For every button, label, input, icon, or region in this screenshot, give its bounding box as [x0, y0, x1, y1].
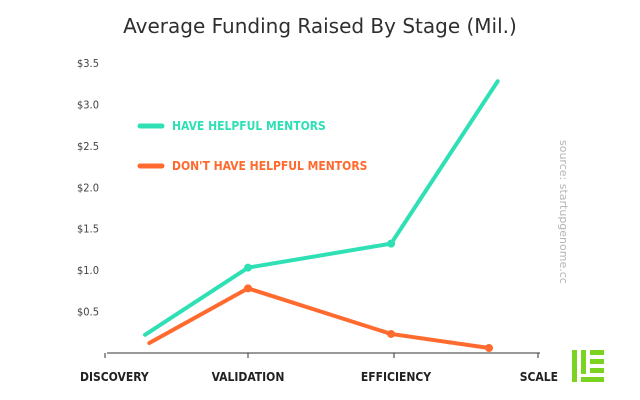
data-point — [485, 344, 494, 353]
logo-bar — [590, 359, 604, 364]
y-tick-label: $2.5 — [77, 140, 99, 153]
data-point — [387, 239, 396, 248]
x-tick-label: SCALE — [520, 370, 558, 384]
logo-bar — [581, 350, 586, 374]
x-tick-label: EFFICIENCY — [361, 370, 431, 384]
data-point — [244, 263, 252, 272]
y-tick-label: $1.5 — [77, 223, 99, 236]
series-line-0 — [143, 79, 500, 337]
brand-logo-icon — [572, 350, 604, 382]
y-tick-label: $3.0 — [77, 98, 99, 111]
chart-title: Average Funding Raised By Stage (Mil.) — [123, 14, 517, 38]
legend-label: DON'T HAVE HELPFUL MENTORS — [172, 159, 367, 173]
data-point — [244, 284, 252, 293]
y-tick-label: $1.0 — [77, 264, 99, 277]
x-tick-label: DISCOVERY — [80, 370, 149, 384]
y-tick-label: $3.5 — [77, 57, 99, 70]
y-tick-label: $0.5 — [77, 306, 99, 319]
legend-label: HAVE HELPFUL MENTORS — [172, 119, 326, 133]
logo-bar — [581, 377, 604, 382]
source-annotation: source: startupgenome.cc — [557, 140, 570, 284]
logo-bar — [590, 368, 604, 373]
series-line-1 — [147, 286, 492, 351]
x-tick-label: VALIDATION — [212, 370, 285, 384]
logo-bar — [590, 350, 604, 355]
logo-bar — [572, 350, 577, 382]
data-point — [387, 329, 396, 338]
y-tick-label: $2.0 — [77, 181, 99, 194]
